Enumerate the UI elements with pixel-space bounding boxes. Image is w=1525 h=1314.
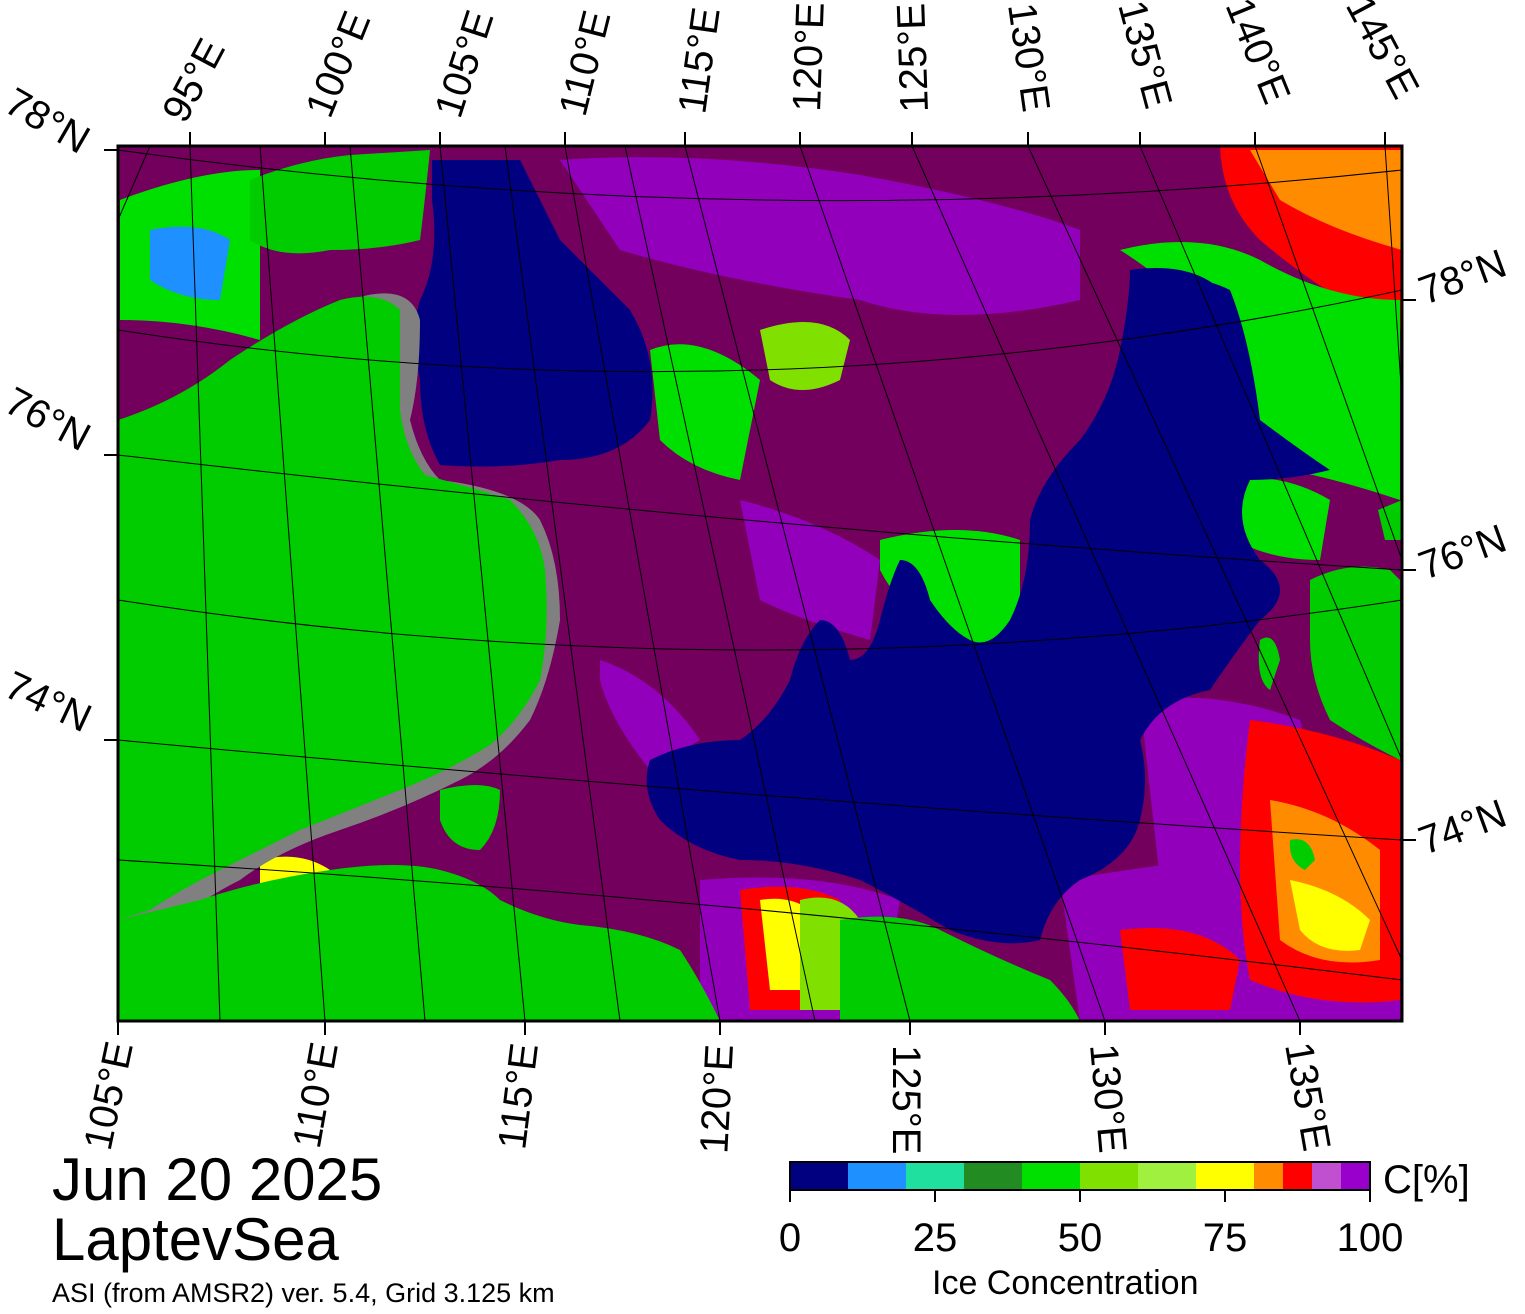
colorbar-bin [1022,1162,1081,1190]
land [118,150,1402,1021]
top-lon-label: 95°E [154,32,234,130]
colorbar-bin [1138,1162,1197,1190]
colorbar-tick-label: 75 [1202,1216,1248,1260]
colorbar-bin [964,1162,1023,1190]
colorbar-bin [1312,1162,1342,1190]
bottom-lon-label: 135°E [1276,1039,1338,1154]
colorbar-bin [790,1162,849,1190]
frame-ticks [104,132,1416,1035]
colorbar-bin [906,1162,965,1190]
top-lon-labels: 95°E 100°E 105°E 110°E 115°E 120°E 125°E… [154,0,1427,129]
right-lat-label: 74°N [1413,792,1512,864]
top-lon-label: 110°E [551,6,619,120]
colorbar-bin [1196,1162,1255,1190]
map-date: Jun 20 2025 [52,1146,383,1213]
right-lat-labels: 78°N 76°N 74°N [1413,242,1512,864]
bottom-lon-label: 110°E [285,1039,347,1151]
top-lon-label: 100°E [298,5,380,123]
top-lon-label: 105°E [427,5,503,123]
ice-40-70-patches [120,170,1400,1010]
bottom-lon-label: 115°E [490,1041,547,1152]
colorbar-ticks [789,1190,1371,1202]
map-frame [116,144,1404,1023]
bottom-lon-label: 120°E [692,1043,742,1155]
colorbar-bin [848,1162,907,1190]
data-source: ASI (from AMSR2) ver. 5.4, Grid 3.125 km [52,1278,555,1308]
colorbar-tick-label: 100 [1336,1216,1404,1260]
top-lon-label: 140°E [1217,0,1299,110]
colorbar-tick-label: 0 [778,1216,802,1260]
left-lat-label: 76°N [0,379,97,460]
left-lat-labels: 78°N 76°N 74°N [0,80,98,741]
map-region: LaptevSea [52,1206,339,1273]
colorbar-tick-label: 50 [1057,1216,1103,1260]
open-water [415,160,1330,944]
colorbar-bin [1254,1162,1284,1190]
bottom-lon-label: 130°E [1081,1042,1134,1155]
colorbar-bin [1283,1162,1313,1190]
right-lat-label: 76°N [1413,517,1512,589]
top-lon-label: 135°E [1109,0,1180,113]
map-area [118,146,1402,1021]
colorbar-tick-label: 25 [912,1216,958,1260]
right-lat-label: 78°N [1413,242,1512,314]
left-lat-label: 78°N [0,80,97,163]
top-lon-label: 125°E [889,2,937,113]
top-lon-label: 120°E [785,1,833,112]
colorbar-unit: C[%] [1383,1158,1470,1202]
top-lon-label: 145°E [1337,0,1427,106]
bottom-lon-label: 125°E [884,1045,928,1154]
top-lon-label: 130°E [999,0,1058,114]
top-lon-label: 115°E [670,5,728,117]
bottom-lon-labels: 105°E 110°E 115°E 120°E 125°E 130°E 135°… [76,1038,1338,1155]
colorbar-title: Ice Concentration [932,1264,1199,1302]
colorbar-bin [1080,1162,1139,1190]
bottom-lon-label: 105°E [76,1038,142,1154]
left-lat-label: 74°N [0,663,98,741]
colorbar-bin [1341,1162,1371,1190]
graticule [118,146,1402,1021]
colorbar [790,1162,1371,1190]
